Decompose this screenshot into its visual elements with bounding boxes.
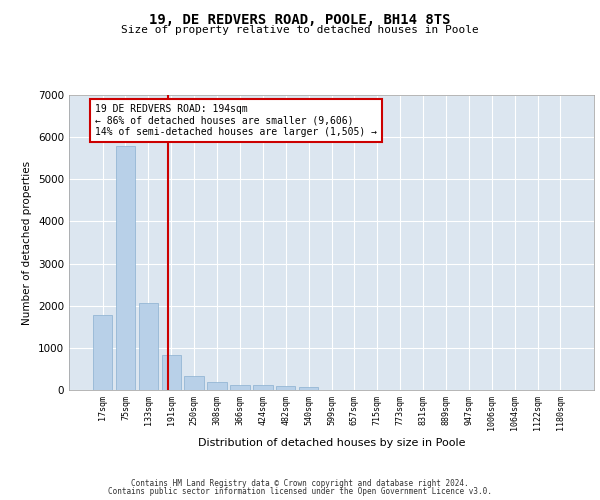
Text: Size of property relative to detached houses in Poole: Size of property relative to detached ho… [121,25,479,35]
Bar [184,376,204,390]
Text: Contains public sector information licensed under the Open Government Licence v3: Contains public sector information licen… [108,487,492,496]
X-axis label: Distribution of detached houses by size in Poole: Distribution of detached houses by size … [198,438,465,448]
Bar [276,386,295,390]
Bar [299,388,319,390]
Text: Contains HM Land Registry data © Crown copyright and database right 2024.: Contains HM Land Registry data © Crown c… [131,478,469,488]
Bar [253,386,272,390]
Text: 19 DE REDVERS ROAD: 194sqm
← 86% of detached houses are smaller (9,606)
14% of s: 19 DE REDVERS ROAD: 194sqm ← 86% of deta… [95,104,377,137]
Bar [230,385,250,390]
Bar [139,303,158,390]
Text: 19, DE REDVERS ROAD, POOLE, BH14 8TS: 19, DE REDVERS ROAD, POOLE, BH14 8TS [149,12,451,26]
Bar [93,315,112,390]
Bar [208,382,227,390]
Y-axis label: Number of detached properties: Number of detached properties [22,160,32,324]
Bar [116,146,135,390]
Bar [161,354,181,390]
